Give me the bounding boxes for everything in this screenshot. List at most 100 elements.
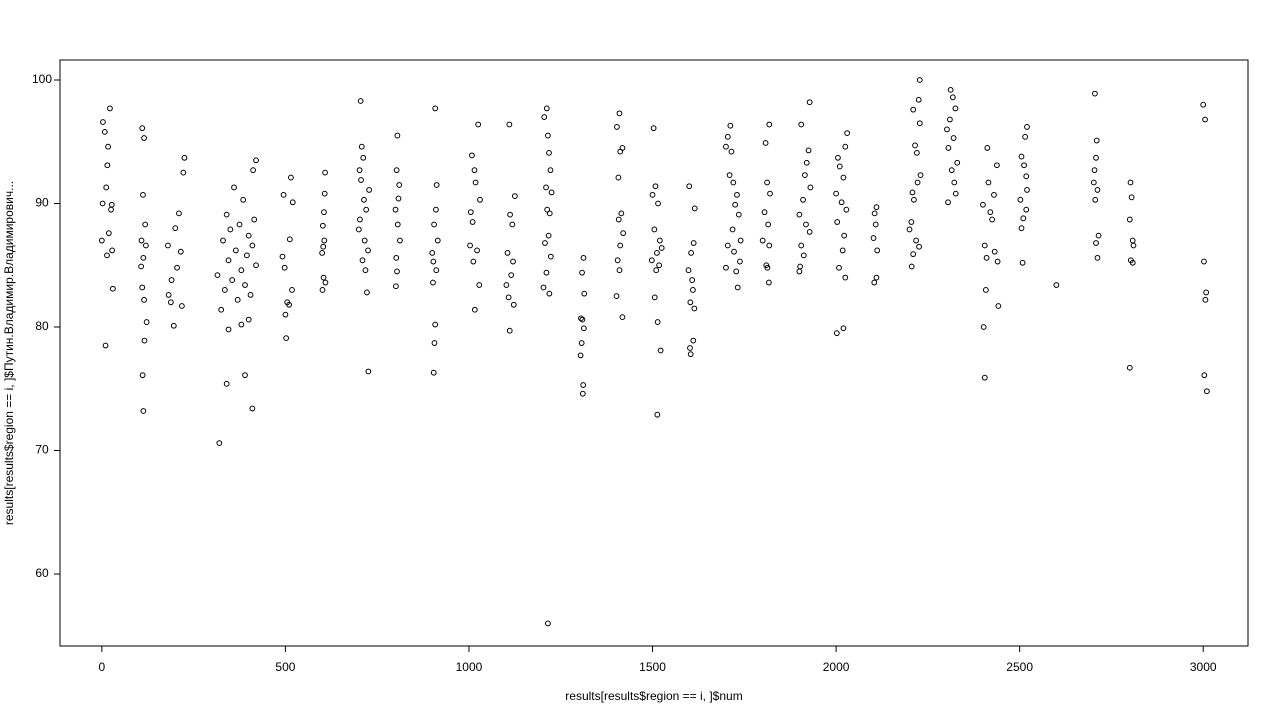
point — [651, 294, 658, 301]
point — [1094, 254, 1101, 261]
point — [1202, 296, 1209, 303]
point — [620, 230, 627, 237]
point — [840, 325, 847, 332]
point — [1022, 133, 1029, 140]
point — [870, 235, 877, 241]
point — [805, 147, 812, 154]
point — [181, 154, 188, 161]
point — [545, 132, 551, 139]
point — [170, 322, 177, 329]
point — [656, 262, 663, 269]
point — [394, 268, 400, 275]
point — [581, 290, 588, 297]
point — [652, 183, 659, 190]
point — [836, 264, 842, 271]
point — [1093, 240, 1099, 246]
point — [944, 126, 950, 133]
point — [165, 242, 171, 249]
point — [1024, 187, 1030, 193]
point — [165, 291, 172, 298]
point — [232, 247, 239, 254]
point — [619, 314, 626, 321]
point — [1126, 364, 1133, 371]
point — [842, 143, 849, 150]
point — [1019, 259, 1026, 266]
point — [362, 267, 369, 274]
x-tick-label: 1000 — [456, 660, 483, 674]
point — [724, 133, 731, 140]
point — [1094, 187, 1101, 193]
point — [994, 258, 1001, 265]
point — [543, 269, 550, 276]
point — [917, 172, 924, 179]
point — [361, 237, 368, 244]
point — [1127, 179, 1134, 186]
point — [803, 159, 810, 166]
point — [356, 167, 363, 174]
point — [833, 190, 839, 197]
point — [579, 390, 586, 397]
point — [140, 254, 147, 261]
point — [471, 167, 478, 174]
plot-frame — [59, 59, 1249, 647]
point — [948, 167, 955, 174]
point — [319, 287, 326, 293]
point — [916, 120, 923, 127]
point — [844, 130, 851, 137]
point — [580, 254, 587, 261]
point — [504, 250, 511, 256]
point — [765, 221, 772, 228]
point — [910, 106, 917, 113]
point — [360, 154, 367, 161]
point — [141, 135, 147, 141]
point — [690, 337, 697, 344]
point — [614, 257, 621, 264]
point — [834, 219, 841, 225]
point — [1128, 194, 1135, 201]
point — [247, 291, 254, 298]
point — [654, 250, 660, 256]
point — [798, 121, 805, 128]
point — [245, 232, 252, 239]
point — [547, 253, 554, 260]
point — [915, 96, 922, 103]
point — [472, 179, 479, 186]
point — [236, 221, 243, 228]
point — [1095, 232, 1102, 239]
point — [954, 159, 961, 166]
point — [225, 326, 232, 333]
point — [727, 122, 734, 129]
point — [984, 145, 991, 151]
point — [687, 351, 694, 358]
point — [365, 368, 372, 375]
point — [616, 110, 623, 117]
point — [541, 114, 548, 120]
point — [221, 287, 228, 293]
point — [507, 211, 513, 218]
point — [913, 149, 920, 156]
point — [724, 242, 731, 249]
point — [983, 254, 990, 261]
point — [991, 191, 997, 198]
y-tick-label: 100 — [32, 72, 52, 86]
point — [393, 283, 399, 290]
point — [906, 226, 913, 233]
point — [101, 128, 108, 135]
point — [138, 237, 145, 244]
point — [616, 267, 623, 274]
point — [104, 252, 110, 259]
point — [910, 251, 917, 258]
point — [843, 206, 850, 213]
point — [467, 209, 474, 216]
point — [216, 440, 223, 446]
point — [690, 287, 696, 293]
point — [542, 240, 548, 246]
point — [180, 169, 187, 176]
point — [947, 86, 954, 93]
point — [617, 242, 624, 249]
point — [723, 264, 729, 271]
point — [759, 237, 766, 244]
point — [912, 142, 918, 149]
point — [139, 125, 146, 132]
point — [359, 257, 366, 264]
